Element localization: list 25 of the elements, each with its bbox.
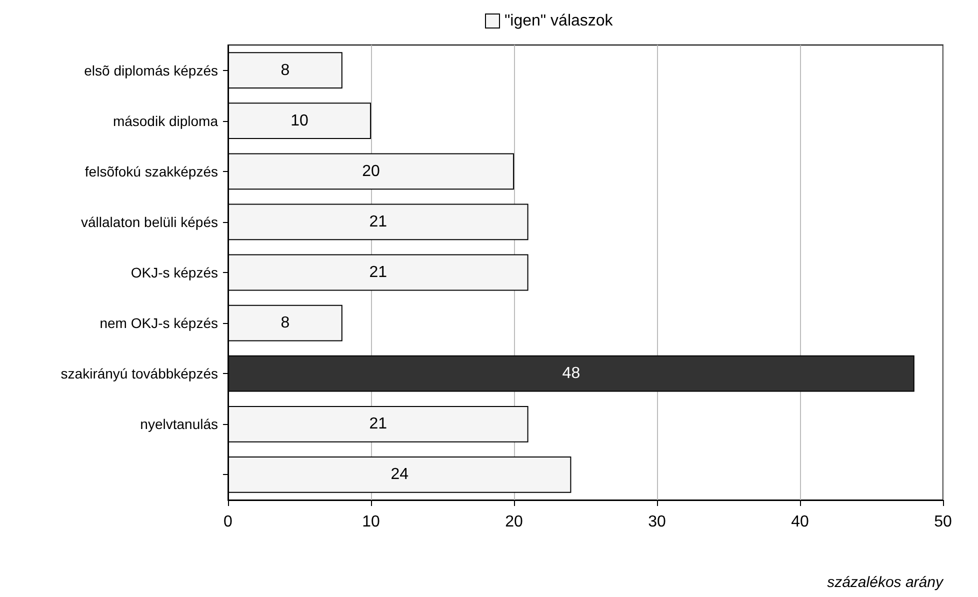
y-tick-label: második diploma bbox=[112, 112, 218, 129]
y-tick-label: OKJ-s képzés bbox=[130, 264, 218, 280]
y-tick-label: vállalaton belüli képés bbox=[81, 214, 218, 230]
x-tick-label: 30 bbox=[648, 514, 666, 530]
x-tick-label: 50 bbox=[934, 514, 952, 530]
data-label: 21 bbox=[369, 264, 388, 281]
y-tick-label: felsõfokú szakképzés bbox=[84, 163, 218, 180]
data-label: 48 bbox=[562, 365, 580, 382]
x-tick-label: 20 bbox=[505, 514, 523, 530]
data-label: 20 bbox=[362, 162, 380, 180]
x-tick-label: 0 bbox=[224, 514, 233, 530]
x-tick-label: 40 bbox=[791, 514, 809, 530]
x-axis-title: százalékos arány bbox=[827, 574, 944, 591]
legend-label: "igen" válaszok bbox=[504, 12, 614, 30]
data-label: 10 bbox=[290, 112, 308, 130]
data-label: 8 bbox=[280, 314, 290, 332]
y-tick-label: szakirányú továbbképzés bbox=[60, 366, 218, 382]
x-tick-label: 10 bbox=[362, 514, 380, 530]
y-tick-label: nem OKJ-s képzés bbox=[100, 315, 218, 332]
y-tick-label: nyelvtanulás bbox=[140, 416, 218, 432]
data-label: 21 bbox=[369, 416, 388, 433]
data-label: 8 bbox=[280, 62, 290, 79]
data-label: 21 bbox=[369, 213, 388, 230]
y-tick-label: elsõ diplomás képzés bbox=[84, 62, 218, 78]
data-label: 24 bbox=[390, 466, 409, 484]
